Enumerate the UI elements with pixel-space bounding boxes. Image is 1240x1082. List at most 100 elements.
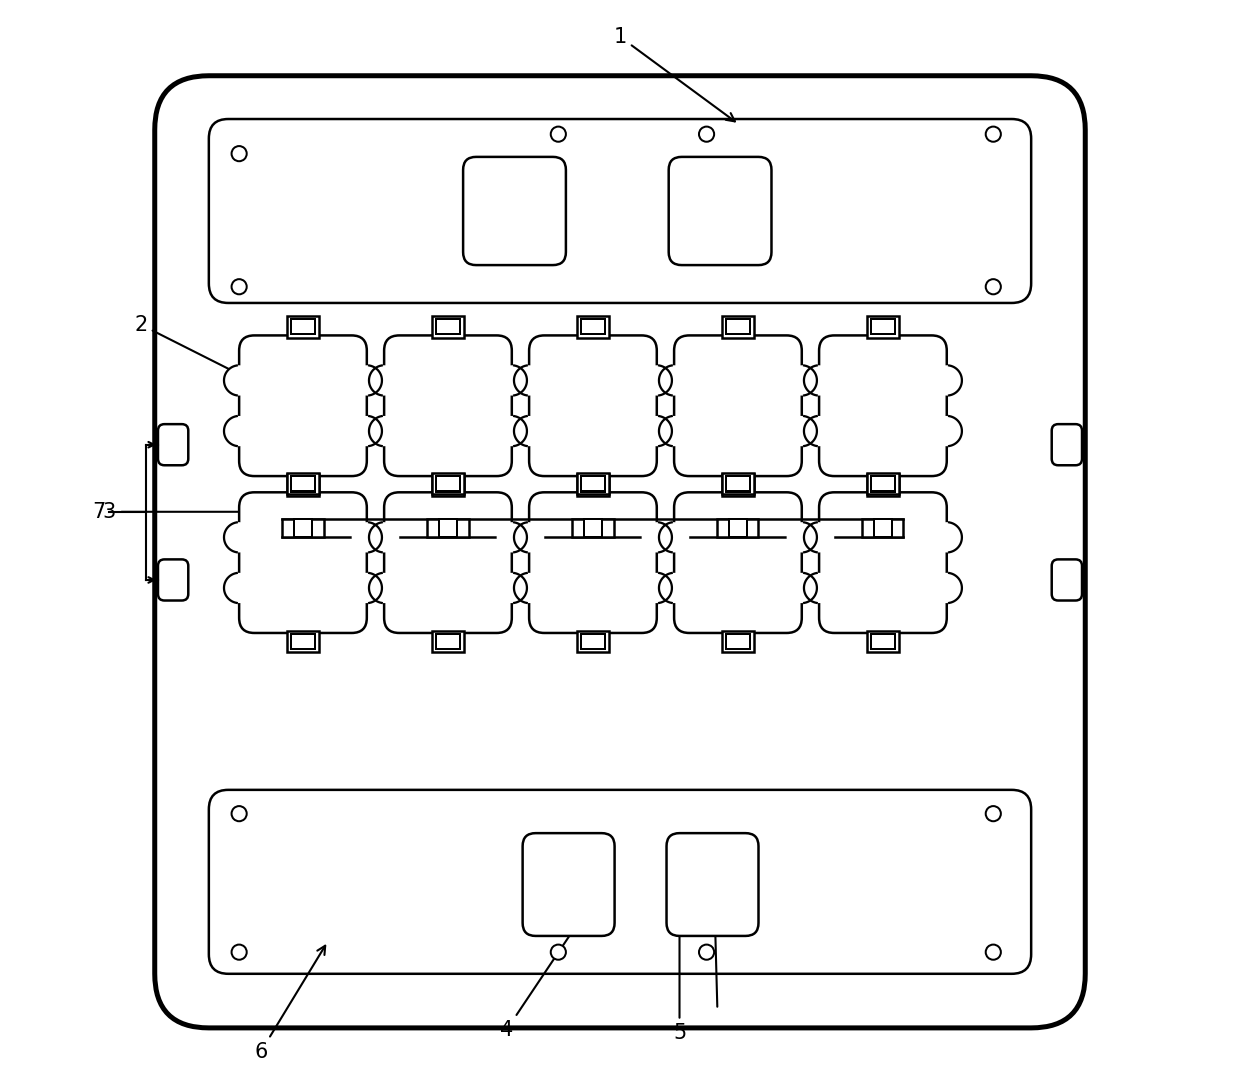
- Circle shape: [786, 366, 817, 396]
- Bar: [870, 319, 895, 334]
- Bar: [428, 519, 469, 537]
- Bar: [874, 519, 892, 537]
- Circle shape: [804, 572, 835, 603]
- Circle shape: [658, 572, 689, 603]
- FancyBboxPatch shape: [675, 492, 802, 633]
- Circle shape: [232, 806, 247, 821]
- FancyBboxPatch shape: [1052, 559, 1083, 601]
- Bar: [870, 634, 895, 649]
- Circle shape: [658, 415, 689, 446]
- Bar: [432, 473, 464, 494]
- Circle shape: [352, 572, 382, 603]
- Bar: [286, 631, 319, 652]
- Bar: [870, 477, 895, 492]
- Circle shape: [786, 523, 817, 553]
- Circle shape: [224, 415, 254, 446]
- Bar: [436, 476, 460, 491]
- Circle shape: [931, 523, 962, 553]
- Bar: [718, 519, 759, 537]
- Bar: [867, 474, 899, 496]
- Circle shape: [497, 415, 527, 446]
- FancyBboxPatch shape: [157, 559, 188, 601]
- FancyBboxPatch shape: [155, 76, 1085, 1028]
- Circle shape: [352, 415, 382, 446]
- Bar: [582, 634, 605, 649]
- Circle shape: [551, 945, 565, 960]
- Bar: [577, 474, 609, 496]
- FancyBboxPatch shape: [239, 492, 367, 633]
- Text: 7: 7: [92, 502, 105, 523]
- Circle shape: [699, 127, 714, 142]
- Circle shape: [513, 366, 544, 396]
- Bar: [727, 634, 750, 649]
- Bar: [584, 519, 601, 537]
- FancyBboxPatch shape: [675, 335, 802, 476]
- FancyBboxPatch shape: [208, 790, 1032, 974]
- Circle shape: [931, 572, 962, 603]
- Circle shape: [986, 127, 1001, 142]
- Bar: [582, 476, 605, 491]
- Circle shape: [551, 127, 565, 142]
- Bar: [436, 634, 460, 649]
- Bar: [577, 473, 609, 494]
- Bar: [727, 476, 750, 491]
- FancyBboxPatch shape: [384, 492, 512, 633]
- Bar: [577, 631, 609, 652]
- Circle shape: [232, 279, 247, 294]
- Bar: [291, 476, 315, 491]
- Circle shape: [352, 523, 382, 553]
- Bar: [291, 634, 315, 649]
- Circle shape: [497, 523, 527, 553]
- Bar: [577, 316, 609, 338]
- FancyBboxPatch shape: [1052, 424, 1083, 465]
- Bar: [867, 473, 899, 494]
- Bar: [432, 316, 464, 338]
- Circle shape: [232, 146, 247, 161]
- FancyBboxPatch shape: [239, 335, 367, 476]
- Bar: [286, 316, 319, 338]
- Circle shape: [699, 945, 714, 960]
- Bar: [722, 474, 754, 496]
- Bar: [291, 319, 315, 334]
- Bar: [291, 477, 315, 492]
- Circle shape: [641, 523, 672, 553]
- FancyBboxPatch shape: [668, 157, 771, 265]
- Circle shape: [370, 572, 399, 603]
- Circle shape: [224, 572, 254, 603]
- Circle shape: [986, 806, 1001, 821]
- Bar: [722, 473, 754, 494]
- Circle shape: [370, 523, 399, 553]
- Bar: [439, 519, 456, 537]
- Bar: [727, 477, 750, 492]
- Circle shape: [232, 945, 247, 960]
- Text: 2: 2: [134, 315, 291, 400]
- Circle shape: [497, 572, 527, 603]
- Circle shape: [513, 572, 544, 603]
- Circle shape: [804, 415, 835, 446]
- Circle shape: [804, 366, 835, 396]
- FancyBboxPatch shape: [820, 492, 947, 633]
- Bar: [432, 631, 464, 652]
- Circle shape: [352, 366, 382, 396]
- Bar: [432, 474, 464, 496]
- Bar: [582, 319, 605, 334]
- Circle shape: [931, 415, 962, 446]
- FancyBboxPatch shape: [667, 833, 759, 936]
- FancyBboxPatch shape: [820, 335, 947, 476]
- Bar: [722, 631, 754, 652]
- Circle shape: [370, 366, 399, 396]
- FancyBboxPatch shape: [529, 492, 657, 633]
- Circle shape: [497, 366, 527, 396]
- Text: 3: 3: [103, 502, 314, 522]
- Circle shape: [804, 523, 835, 553]
- Bar: [294, 519, 311, 537]
- Bar: [436, 319, 460, 334]
- Circle shape: [658, 366, 689, 396]
- Circle shape: [224, 523, 254, 553]
- Text: 6: 6: [254, 946, 325, 1061]
- Circle shape: [658, 523, 689, 553]
- Circle shape: [513, 523, 544, 553]
- Circle shape: [641, 572, 672, 603]
- Bar: [729, 519, 746, 537]
- Circle shape: [641, 415, 672, 446]
